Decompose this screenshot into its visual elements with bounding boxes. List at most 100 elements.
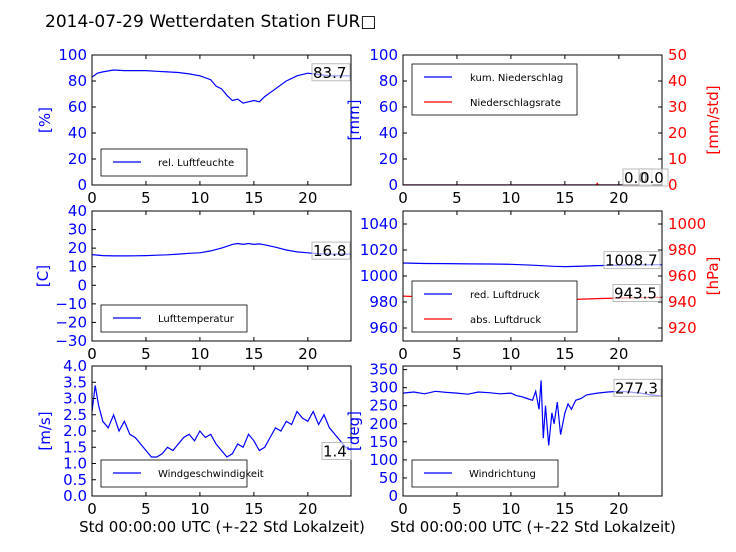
x-tick-label: 15 — [244, 189, 263, 207]
last-value-annotation-text: 277.3 — [615, 379, 658, 397]
y-tick-label: 4.0 — [63, 357, 87, 375]
panel-windspeed: 0 5 10 15 20 0.00.51.01.52.02.53.03.54.0 [m/s]… — [36, 357, 352, 518]
x-tick-label: 0 — [87, 189, 97, 207]
x-tick-label: 5 — [452, 345, 462, 363]
y-tick-label: 980 — [369, 293, 398, 311]
x-tick-label: 15 — [555, 345, 574, 363]
legend-box — [411, 63, 578, 116]
last-value-annotation: 16.8 — [311, 241, 351, 260]
last-value-annotation-box — [311, 63, 351, 82]
legend: Windgeschwindigkeit — [100, 459, 264, 488]
y-tick-label: 0 — [77, 176, 87, 194]
legend-label: abs. Luftdruck — [470, 315, 541, 326]
y-tick-label: 20 — [68, 150, 87, 168]
last-value-annotation-2-box — [638, 168, 669, 187]
y-tick-label: 960 — [369, 319, 398, 337]
x-tick-label: 10 — [190, 500, 209, 518]
y-tick-label: −10 — [55, 295, 87, 313]
y-tick-label: 3.0 — [63, 390, 87, 408]
series-line-windspeed-0 — [92, 385, 351, 458]
legend: Lufttemperatur — [100, 304, 248, 333]
last-value-annotation-2-box — [612, 284, 661, 302]
y-axis-label: [m/s] — [36, 411, 54, 450]
y2-tick-label: 920 — [668, 319, 697, 337]
y-tick-label: −20 — [55, 313, 87, 331]
last-value-annotation-text: 16.8 — [313, 242, 346, 260]
legend: Windrichtung — [411, 459, 559, 488]
y-tick-label: 1040 — [360, 215, 398, 233]
x-tick-label: 10 — [501, 345, 520, 363]
panel-winddirection: 0 5 10 15 20050100150200250300350[deg]277.3W… — [345, 361, 663, 518]
y2-axis-label: [mm/std] — [704, 85, 722, 154]
legend-label: kum. Niederschlag — [470, 73, 563, 84]
y2-tick-label: 940 — [668, 293, 697, 311]
x-tick-label: 10 — [501, 189, 520, 207]
y-tick-label: 20 — [68, 239, 87, 257]
y-tick-label: 80 — [68, 72, 87, 90]
panel-pressure: 0 5 10 15 20 960 980 1000 1020 1040 920 940 960 980 10… — [360, 210, 722, 363]
panel-humidity: 0 5 10 15 20 0 20 40 60 80 100 [%] 83.7 rel. Luftfeuc… — [36, 46, 352, 207]
y-tick-label: 50 — [379, 469, 398, 487]
series-line-winddirection-0 — [403, 380, 662, 446]
legend-label: red. Luftdruck — [470, 290, 540, 301]
y-tick-label: 2.5 — [63, 406, 87, 424]
x-tick-label: 15 — [244, 345, 263, 363]
last-value-annotation-box — [603, 251, 661, 270]
legend: rel. Luftfeuchte — [100, 148, 248, 177]
y-tick-label: −30 — [55, 332, 87, 350]
x-tick-label: 5 — [141, 345, 151, 363]
y-tick-label: 0.5 — [63, 471, 87, 489]
y-tick-label: 100 — [369, 451, 398, 469]
x-tick-label: 10 — [501, 500, 520, 518]
y2-tick-label: 40 — [668, 72, 687, 90]
y-tick-label: 300 — [369, 379, 398, 397]
legend-label: Windrichtung — [469, 469, 536, 480]
x-tick-label: 15 — [555, 500, 574, 518]
y2-axis-label: [hPa] — [704, 257, 722, 296]
y-tick-label: 100 — [58, 46, 87, 64]
last-value-annotation: 1.4 — [321, 442, 352, 461]
x-tick-label: 5 — [452, 189, 462, 207]
x-tick-label: 5 — [141, 189, 151, 207]
y-tick-label: 200 — [369, 415, 398, 433]
x-tick-label: 0 — [398, 189, 408, 207]
series-line-humidity-0 — [92, 69, 351, 104]
y-tick-label: 3.5 — [63, 373, 87, 391]
x-tick-label: 5 — [141, 500, 151, 518]
y-tick-label: 1000 — [360, 267, 398, 285]
legend: red. Luftdruck abs. Luftdruck — [411, 280, 578, 333]
last-value-annotation: 1008.7 — [603, 251, 661, 270]
series-line-precipitation-1 — [403, 182, 662, 185]
last-value-annotation-box — [613, 378, 662, 397]
y-tick-label: 20 — [379, 150, 398, 168]
x-tick-label: 0 — [87, 345, 97, 363]
legend-label: Niederschlagsrate — [470, 98, 561, 109]
y-axis-label: [%] — [36, 107, 54, 133]
series-line-temperature-0 — [92, 242, 351, 257]
x-tick-label: 0 — [87, 500, 97, 518]
axes-frame — [402, 365, 663, 497]
y2-tick-label: 980 — [668, 241, 697, 259]
x-tick-label: 20 — [609, 345, 628, 363]
y-tick-label: 1.5 — [63, 438, 87, 456]
panel-precipitation: 0 5 10 15 20 0 20 40 60 80 100 [mm] 0 10 20 30 40 50 [mm/s… — [345, 46, 722, 207]
y-tick-label: 60 — [68, 98, 87, 116]
axes-frame — [91, 210, 352, 342]
y-tick-label: 150 — [369, 433, 398, 451]
y-tick-label: 350 — [369, 361, 398, 379]
y-tick-label: 0 — [77, 276, 87, 294]
y-tick-label: 0 — [388, 487, 398, 505]
y2-tick-label: 0 — [668, 176, 678, 194]
y-tick-label: 0 — [388, 176, 398, 194]
y-tick-label: 1020 — [360, 241, 398, 259]
y2-tick-label: 20 — [668, 124, 687, 142]
x-tick-label: 10 — [190, 345, 209, 363]
x-tick-label: 20 — [298, 500, 317, 518]
last-value-annotation-box — [311, 241, 351, 260]
last-value-annotation: 83.7 — [311, 63, 351, 82]
x-tick-label: 20 — [609, 189, 628, 207]
y-tick-label: 1.0 — [63, 455, 87, 473]
last-value-annotation-box — [321, 442, 352, 460]
